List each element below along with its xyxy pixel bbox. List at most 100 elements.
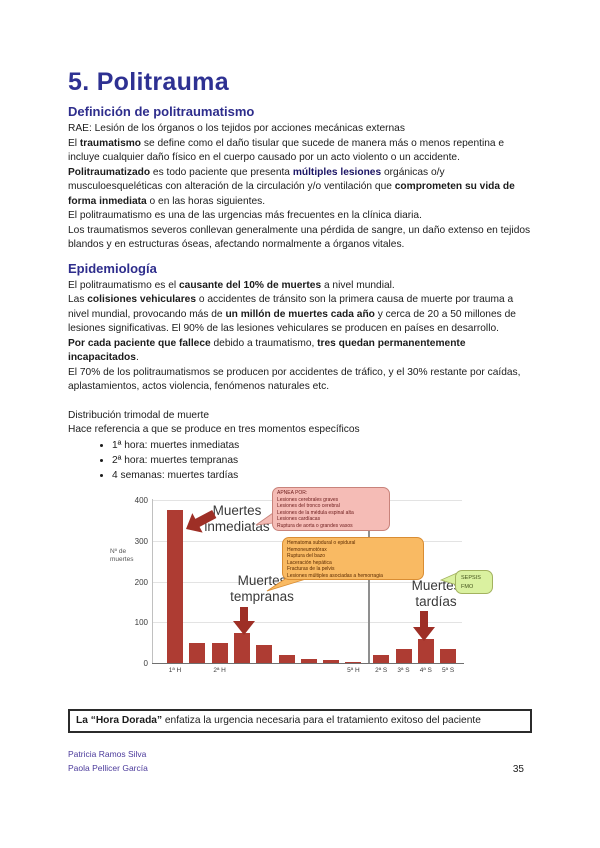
callout-line: Ruptura de aorta o grandes vasos xyxy=(277,522,353,529)
paragraph: Distribución trimodal de muerte xyxy=(68,409,532,424)
bar xyxy=(167,510,183,664)
bullet-item: 4 semanas: muertes tardías xyxy=(112,468,532,483)
x-tick-label: 3ª S xyxy=(397,667,410,675)
paragraph: RAE: Lesión de los órganos o los tejidos… xyxy=(68,122,532,137)
x-tick-label: 4ª S xyxy=(419,667,432,675)
text-segment: o en las horas siguientes. xyxy=(146,195,266,207)
bar xyxy=(233,632,250,664)
paragraph: Hace referencia a que se produce en tres… xyxy=(68,423,532,438)
x-axis-line xyxy=(152,663,464,665)
text-segment: Los traumatismos severos conllevan gener… xyxy=(68,224,531,251)
text-segment: Hace referencia a que se produce en tres… xyxy=(68,424,360,435)
callout-late-causes: SEPSIS FMO xyxy=(455,570,493,595)
y-axis-line xyxy=(152,499,153,664)
paragraph: Los traumatismos severos conllevan gener… xyxy=(68,224,532,253)
x-tick-label: 2ª H xyxy=(213,667,226,675)
paragraph: Las colisiones vehiculares o accidentes … xyxy=(68,293,532,337)
callout-line: Lesiones del tronco cerebral xyxy=(277,503,340,510)
paragraph: El politraumatismo es el causante del 10… xyxy=(68,279,532,294)
text-segment: es todo paciente que presenta xyxy=(150,166,293,178)
bar xyxy=(300,659,317,664)
bullet-item: 2ª hora: muertes tempranas xyxy=(112,453,532,468)
spacer xyxy=(68,395,532,409)
callout-line: Lesiones múltiples asociadas a hemorragi… xyxy=(287,572,383,579)
bar xyxy=(373,654,390,664)
callout-line: Lesiones cardíacas xyxy=(277,516,321,523)
text-segment: tres quedan permanentemente incapacitado… xyxy=(68,337,466,364)
page-number: 35 xyxy=(512,764,524,776)
paragraph: El 70% de los politraumatismos se produc… xyxy=(68,366,532,395)
text-segment: Las xyxy=(68,294,88,305)
section-heading: Definición de politraumatismo xyxy=(68,104,255,119)
document-body: Definición de politraumatismo RAE: Lesión… xyxy=(68,104,532,483)
text-segment: comprometen su vida de forma inmediata xyxy=(68,181,515,207)
bar xyxy=(440,648,457,664)
text-segment: orgánicas o/y musculoesqueléticas con al… xyxy=(68,166,445,193)
text-segment: causante del 10% de muertes xyxy=(178,279,322,291)
text-segment: Distribución trimodal de muerte xyxy=(68,409,209,421)
y-tick-label: 0 xyxy=(143,659,148,669)
callout-line: FMO xyxy=(461,583,474,590)
y-axis-title: Nº de muertes xyxy=(110,548,134,563)
callout-line: Hematoma subdural o epidural xyxy=(287,540,356,547)
bar xyxy=(256,644,273,664)
arrow-early-deaths xyxy=(233,607,255,636)
author-names: Patricia Ramos Silva Paola Pellicer Garc… xyxy=(68,748,148,775)
callout-hemorrhage-causes: Hematoma subdural o epidural Hemoneumotór… xyxy=(282,537,424,581)
bar xyxy=(345,661,362,664)
text-segment: La “Hora Dorada” xyxy=(76,715,163,727)
bar xyxy=(395,648,412,664)
callout-line: Hemoneumotórax xyxy=(287,546,327,553)
x-tick-label: 1ª H xyxy=(168,667,182,675)
gridline xyxy=(152,581,462,583)
text-segment: colisiones vehiculares xyxy=(87,294,196,305)
bar xyxy=(189,642,206,664)
x-tick-label: 5ª S xyxy=(442,667,455,675)
x-tick-label: 5ª H xyxy=(347,667,360,675)
callout-line: Laceración hepática xyxy=(287,559,332,566)
text-segment: El politraumatismo es el xyxy=(68,279,179,291)
gridline xyxy=(152,622,462,624)
bar xyxy=(323,659,340,664)
text-segment: se define como el daño tisular que suced… xyxy=(68,137,505,164)
text-segment: . xyxy=(135,352,139,363)
callout-line: Lesiones de la médula espinal alta xyxy=(277,509,354,516)
text-segment: a nivel mundial. xyxy=(321,279,395,291)
text-segment: o accidentes de tránsito son la primera … xyxy=(68,294,514,320)
bar xyxy=(211,642,228,664)
bar xyxy=(278,654,295,664)
callout-line: SEPSIS xyxy=(461,575,481,582)
text-segment: El politraumatismo es una de las urgenci… xyxy=(68,210,422,221)
y-tick-label: 100 xyxy=(134,618,148,628)
text-segment: y cerca de 20 a 50 millones de lesiones … xyxy=(68,308,516,335)
text-segment: debido a traumatismo, xyxy=(210,337,318,349)
paragraph: El politraumatismo es una de las urgenci… xyxy=(68,209,532,224)
bullet-list: 1ª hora: muertes inmediatas2ª hora: muer… xyxy=(68,438,532,484)
y-tick-label: 300 xyxy=(134,536,148,546)
x-tick-label: 2ª S xyxy=(375,667,388,675)
text-segment: Por cada paciente que fallece xyxy=(68,337,211,349)
text-segment: RAE: Lesión de los órganos o los tejidos… xyxy=(68,123,405,134)
text-segment: El xyxy=(68,137,80,149)
text-segment: múltiples lesiones xyxy=(292,166,382,178)
y-tick-label: 400 xyxy=(134,496,148,506)
bar xyxy=(417,638,434,664)
text-segment: un millón de muertes cada año xyxy=(225,308,375,320)
bullet-item: 1ª hora: muertes inmediatas xyxy=(112,438,532,453)
callout-line: APNEA POR: xyxy=(277,490,308,497)
paragraph: Por cada paciente que fallece debido a t… xyxy=(68,337,532,366)
paragraph: Politraumatizado es todo paciente que pr… xyxy=(68,166,532,210)
author-1: Patricia Ramos Silva xyxy=(68,749,147,760)
golden-hour-note: La “Hora Dorada” enfatiza la urgencia ne… xyxy=(68,709,532,734)
callout-apnea-causes: APNEA POR: Lesiones cerebrales graves Lesi… xyxy=(272,487,390,532)
paragraph: El traumatismo se define como el daño ti… xyxy=(68,137,532,166)
callout-line: Ruptura del bazo xyxy=(287,553,326,560)
callout-line: Fracturas de la pelvis xyxy=(287,566,335,573)
text-segment: traumatismo xyxy=(79,137,142,149)
y-tick-label: 200 xyxy=(134,577,148,587)
text-segment: El 70% de los politraumatismos se produc… xyxy=(68,366,521,393)
annotation-muertes-inmediatas: Muertes inmediatas xyxy=(204,503,270,535)
author-2: Paola Pellicer García xyxy=(68,762,148,773)
text-segment: enfatiza la urgencia necesaria para el t… xyxy=(162,715,481,727)
